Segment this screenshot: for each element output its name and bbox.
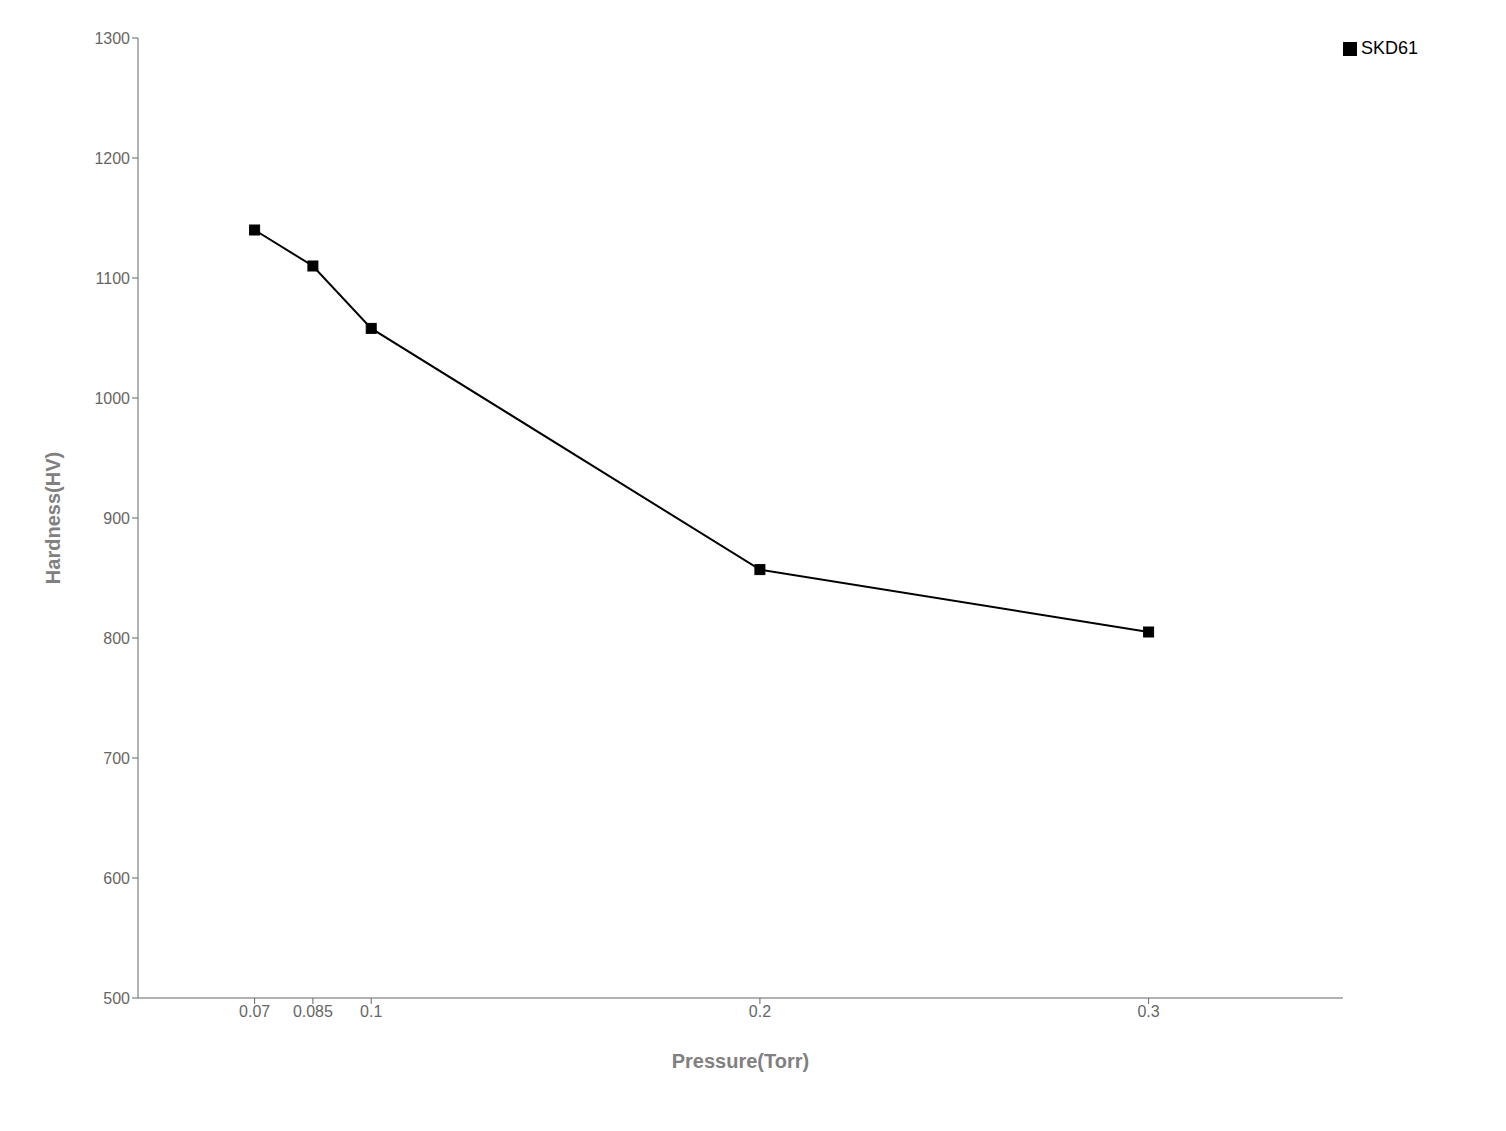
html-text:SKD61: SKD61 (1361, 38, 1418, 58)
svg-text:500: 500 (103, 990, 130, 1007)
svg-text:1300: 1300 (94, 30, 130, 47)
svg-text:0.085: 0.085 (293, 1003, 333, 1020)
svg-text:0.07: 0.07 (239, 1003, 270, 1020)
svg-text:0.3: 0.3 (1137, 1003, 1159, 1020)
svg-text:600: 600 (103, 870, 130, 887)
svg-text:0.2: 0.2 (749, 1003, 771, 1020)
svg-text:700: 700 (103, 750, 130, 767)
svg-text:Hardness(HV): Hardness(HV) (42, 452, 64, 584)
svg-text:1100: 1100 (96, 270, 131, 287)
svg-text:0.1: 0.1 (360, 1003, 382, 1020)
svg-text:1200: 1200 (94, 150, 130, 167)
svg-text:Pressure(Torr): Pressure(Torr) (672, 1050, 809, 1072)
svg-text:900: 900 (103, 510, 130, 527)
svg-text:800: 800 (103, 630, 130, 647)
svg-text:1000: 1000 (94, 390, 130, 407)
